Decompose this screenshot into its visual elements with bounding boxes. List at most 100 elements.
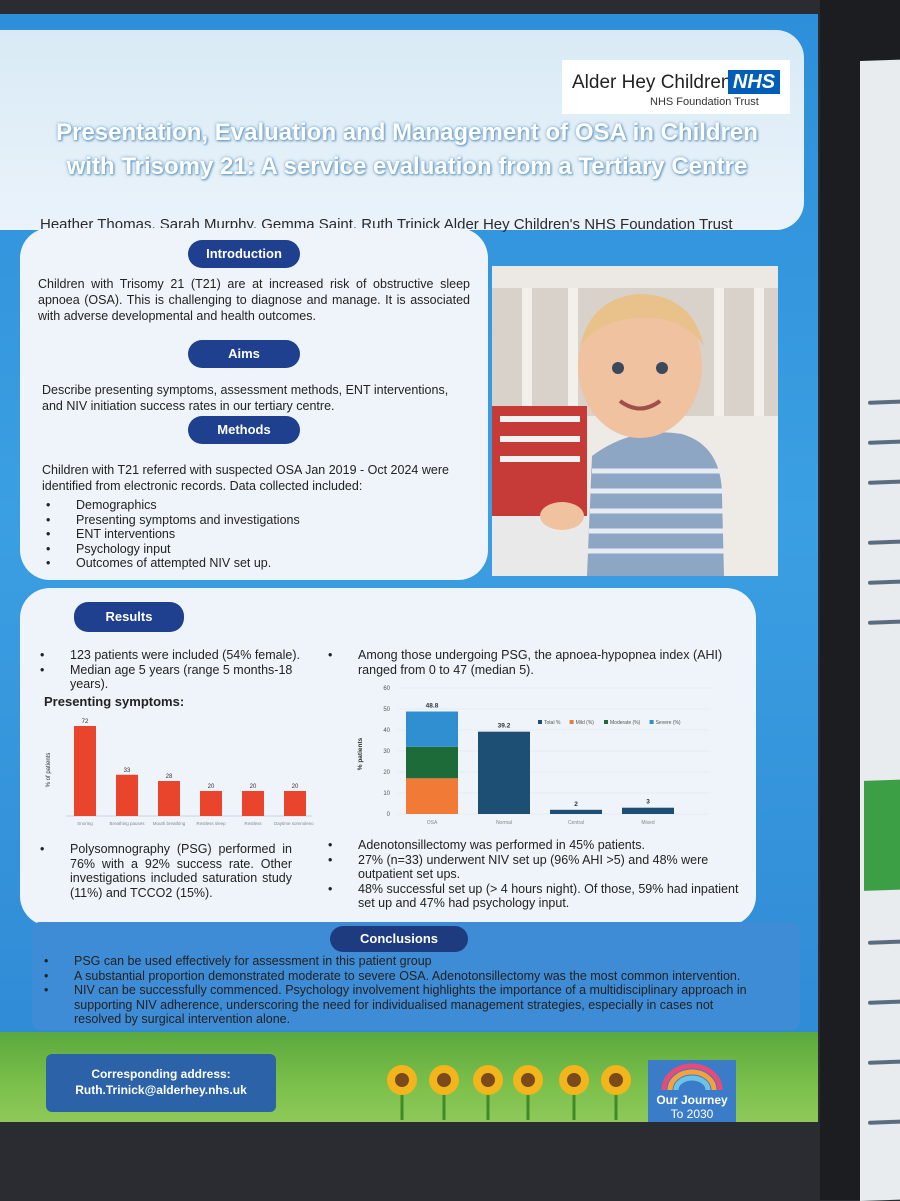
intro-panel: Introduction Children with Trisomy 21 (T… (20, 228, 488, 580)
bar-value-label: 33 (124, 768, 131, 774)
methods-heading: Methods (188, 416, 300, 444)
results-bullet: Median age 5 years (range 5 months-18 ye… (36, 663, 306, 692)
results-right-top-bullets: Among those undergoing PSG, the apnoea-h… (324, 648, 744, 677)
neighbor-table (864, 778, 900, 891)
bar-value-label: 20 (292, 784, 299, 790)
methods-item: Presenting symptoms and investigations (42, 513, 462, 528)
legend-swatch (569, 720, 574, 724)
rainbow-icon (661, 1063, 723, 1091)
bar-value-label: 20 (250, 784, 257, 790)
results-left-bullets: 123 patients were included (54% female).… (36, 648, 306, 692)
bar-segment (550, 809, 602, 814)
journey-line-2: To 2030 (670, 1107, 714, 1121)
category-label: Restless (244, 821, 262, 826)
methods-item: ENT interventions (42, 527, 462, 542)
results-panel: Results 123 patients were included (54% … (20, 588, 756, 926)
category-label: Mouth breathing (153, 821, 186, 826)
bar (74, 726, 96, 816)
address-label: Corresponding address: (91, 1067, 231, 1081)
legend-label: Total % (544, 720, 561, 726)
introduction-heading: Introduction (188, 240, 300, 268)
bar-segment (406, 778, 458, 814)
bar-value-label: 72 (82, 719, 89, 725)
results-bullet: 48% successful set up (> 4 hours night).… (324, 882, 744, 911)
results-bullet: Polysomnography (PSG) performed in 76% w… (36, 842, 292, 900)
aims-text: Describe presenting symptoms, assessment… (42, 383, 449, 413)
category-label: Restless sleep (196, 821, 226, 826)
sunflower-icon (387, 1065, 417, 1120)
bar (242, 791, 264, 816)
poster-header: Alder Hey Children's NHS NHS Foundation … (0, 30, 804, 233)
board-right-edge (820, 0, 900, 1201)
symptoms-chart: % of patients 72 Snoring 33 Breathing pauses… (46, 719, 314, 826)
legend-label: Severe (%) (656, 720, 681, 726)
conclusions-list: PSG can be used effectively for assessme… (40, 954, 760, 1027)
ahi-chart: % patients 0 10 20 30 40 50 60 48.8 OSA 39.2 Normal… (357, 686, 710, 826)
methods-item: Psychology input (42, 542, 462, 557)
bar-segment (478, 731, 530, 814)
bar-total-label: 3 (646, 799, 650, 806)
sunflower-icon (513, 1065, 543, 1120)
bar-segment (406, 746, 458, 779)
methods-item: Demographics (42, 498, 462, 513)
category-label: Mixed (641, 820, 655, 826)
neighbor-poster (860, 58, 900, 1201)
results-bullet: 123 patients were included (54% female). (36, 648, 306, 663)
symptoms-heading: Presenting symptoms: (44, 694, 185, 709)
bar-total-label: 48.8 (426, 703, 439, 710)
y-tick-label: 30 (383, 749, 390, 755)
bar-segment (406, 711, 458, 747)
results-heading: Results (74, 602, 184, 632)
results-left-bottom-bullets: Polysomnography (PSG) performed in 76% w… (36, 842, 292, 900)
bar (200, 791, 222, 816)
category-label: OSA (427, 820, 438, 826)
bar (116, 774, 138, 816)
y-tick-label: 10 (383, 791, 390, 797)
y-tick-label: 0 (387, 812, 391, 818)
poster-title: Presentation, Evaluation and Management … (12, 116, 802, 184)
title-line-1: Presentation, Evaluation and Management … (56, 119, 758, 146)
results-bullet: Among those undergoing PSG, the apnoea-h… (324, 648, 744, 677)
child-photo-illustration (492, 266, 778, 576)
bar (284, 791, 306, 816)
category-label: Daytime somnolence (274, 821, 314, 826)
legend-swatch (649, 720, 654, 724)
results-bullet: Adenotonsillectomy was performed in 45% … (324, 838, 744, 853)
address-email[interactable]: Ruth.Trinick@alderhey.nhs.uk (75, 1083, 247, 1097)
category-label: Breathing pauses (109, 821, 145, 826)
conclusions-panel: Conclusions PSG can be used effectively … (32, 922, 800, 1030)
child-photo (492, 266, 778, 576)
bar-segment (622, 807, 674, 814)
bar-value-label: 20 (208, 784, 215, 790)
sunflower-icon (473, 1065, 503, 1120)
conclusions-heading: Conclusions (330, 926, 468, 952)
legend-swatch (538, 720, 542, 724)
y-tick-label: 50 (383, 707, 390, 713)
y-axis-label: % patients (357, 737, 364, 770)
legend-label: Mild (%) (576, 720, 595, 726)
journey-line-1: Our Journey (656, 1093, 728, 1107)
methods-item: Outcomes of attempted NIV set up. (42, 556, 462, 571)
category-label: Central (568, 820, 584, 826)
methods-text: Children with T21 referred with suspecte… (42, 463, 449, 493)
sunflower-icon (601, 1065, 631, 1120)
category-label: Snoring (77, 821, 93, 826)
sunflower-icon (559, 1065, 589, 1120)
title-line-2: with Trisomy 21: A service evaluation fr… (66, 153, 748, 180)
nhs-logo: Alder Hey Children's NHS NHS Foundation … (562, 60, 790, 114)
sunflower-icon (429, 1065, 459, 1120)
poster: Alder Hey Children's NHS NHS Foundation … (0, 14, 818, 1122)
y-axis-label: % of patients (46, 753, 52, 788)
results-right-bottom-bullets: Adenotonsillectomy was performed in 45% … (324, 838, 744, 911)
legend-label: Moderate (%) (610, 720, 641, 726)
bar-value-label: 28 (166, 774, 173, 780)
bar-total-label: 39.2 (498, 723, 511, 730)
corresponding-address: Corresponding address: Ruth.Trinick@alde… (46, 1054, 276, 1112)
introduction-text: Children with Trisomy 21 (T21) are at in… (38, 277, 470, 323)
methods-list: Demographics Presenting symptoms and inv… (42, 498, 462, 571)
aims-heading: Aims (188, 340, 300, 368)
bar (158, 781, 180, 816)
y-tick-label: 40 (383, 728, 390, 734)
logo-trust: NHS Foundation Trust (650, 96, 759, 108)
y-tick-label: 60 (383, 686, 390, 692)
